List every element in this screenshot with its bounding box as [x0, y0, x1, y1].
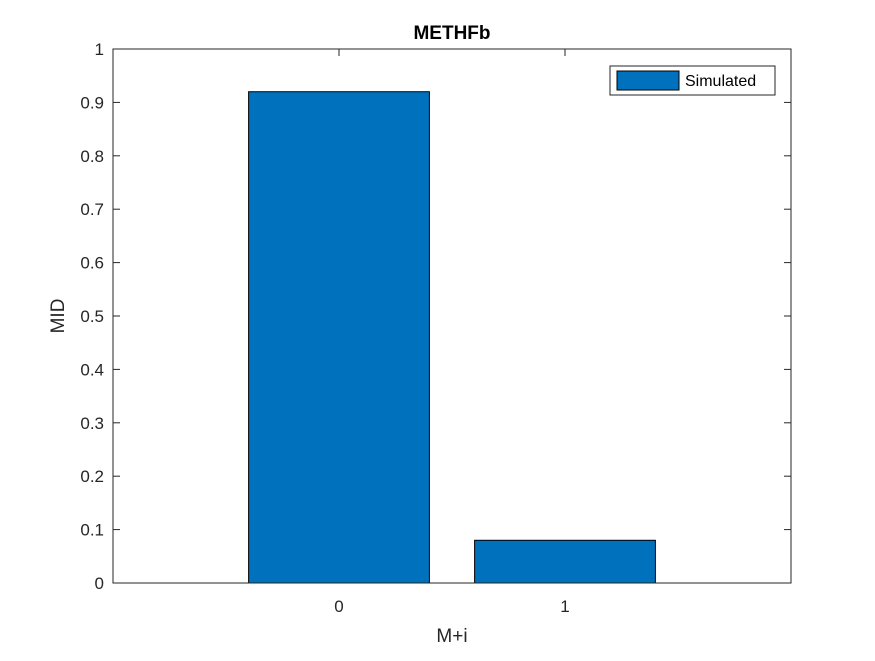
x-tick-label: 1	[560, 597, 569, 616]
y-tick-label: 0.3	[80, 414, 104, 433]
y-axis-label: MID	[48, 299, 69, 334]
legend-swatch-simulated	[616, 70, 680, 91]
y-tick-label: 0.5	[80, 307, 104, 326]
y-tick-label: 0.4	[80, 360, 104, 379]
y-tick-label: 1	[95, 40, 104, 59]
legend: Simulated	[609, 65, 776, 96]
y-tick-label: 0.2	[80, 467, 104, 486]
y-tick-label: 0.9	[80, 93, 104, 112]
bar-0	[248, 91, 430, 584]
legend-label-simulated: Simulated	[685, 73, 756, 90]
y-tick-label: 0.8	[80, 147, 104, 166]
y-tick-label: 0	[95, 574, 104, 593]
plot-area-border	[112, 48, 792, 584]
y-tick-label: 0.1	[80, 521, 104, 540]
y-tick-label: 0.6	[80, 254, 104, 273]
y-tick-label: 0.7	[80, 200, 104, 219]
bar-series	[248, 91, 656, 584]
bar-1	[474, 539, 656, 584]
x-axis-label: M+i	[436, 626, 467, 647]
y-axis-ticks: 0 0.1 0.2 0.3 0.4 0.5 0.6 0.7 0.8 0.9 1	[80, 40, 791, 593]
chart-title: METHFb	[413, 23, 490, 44]
x-tick-label: 0	[334, 597, 343, 616]
